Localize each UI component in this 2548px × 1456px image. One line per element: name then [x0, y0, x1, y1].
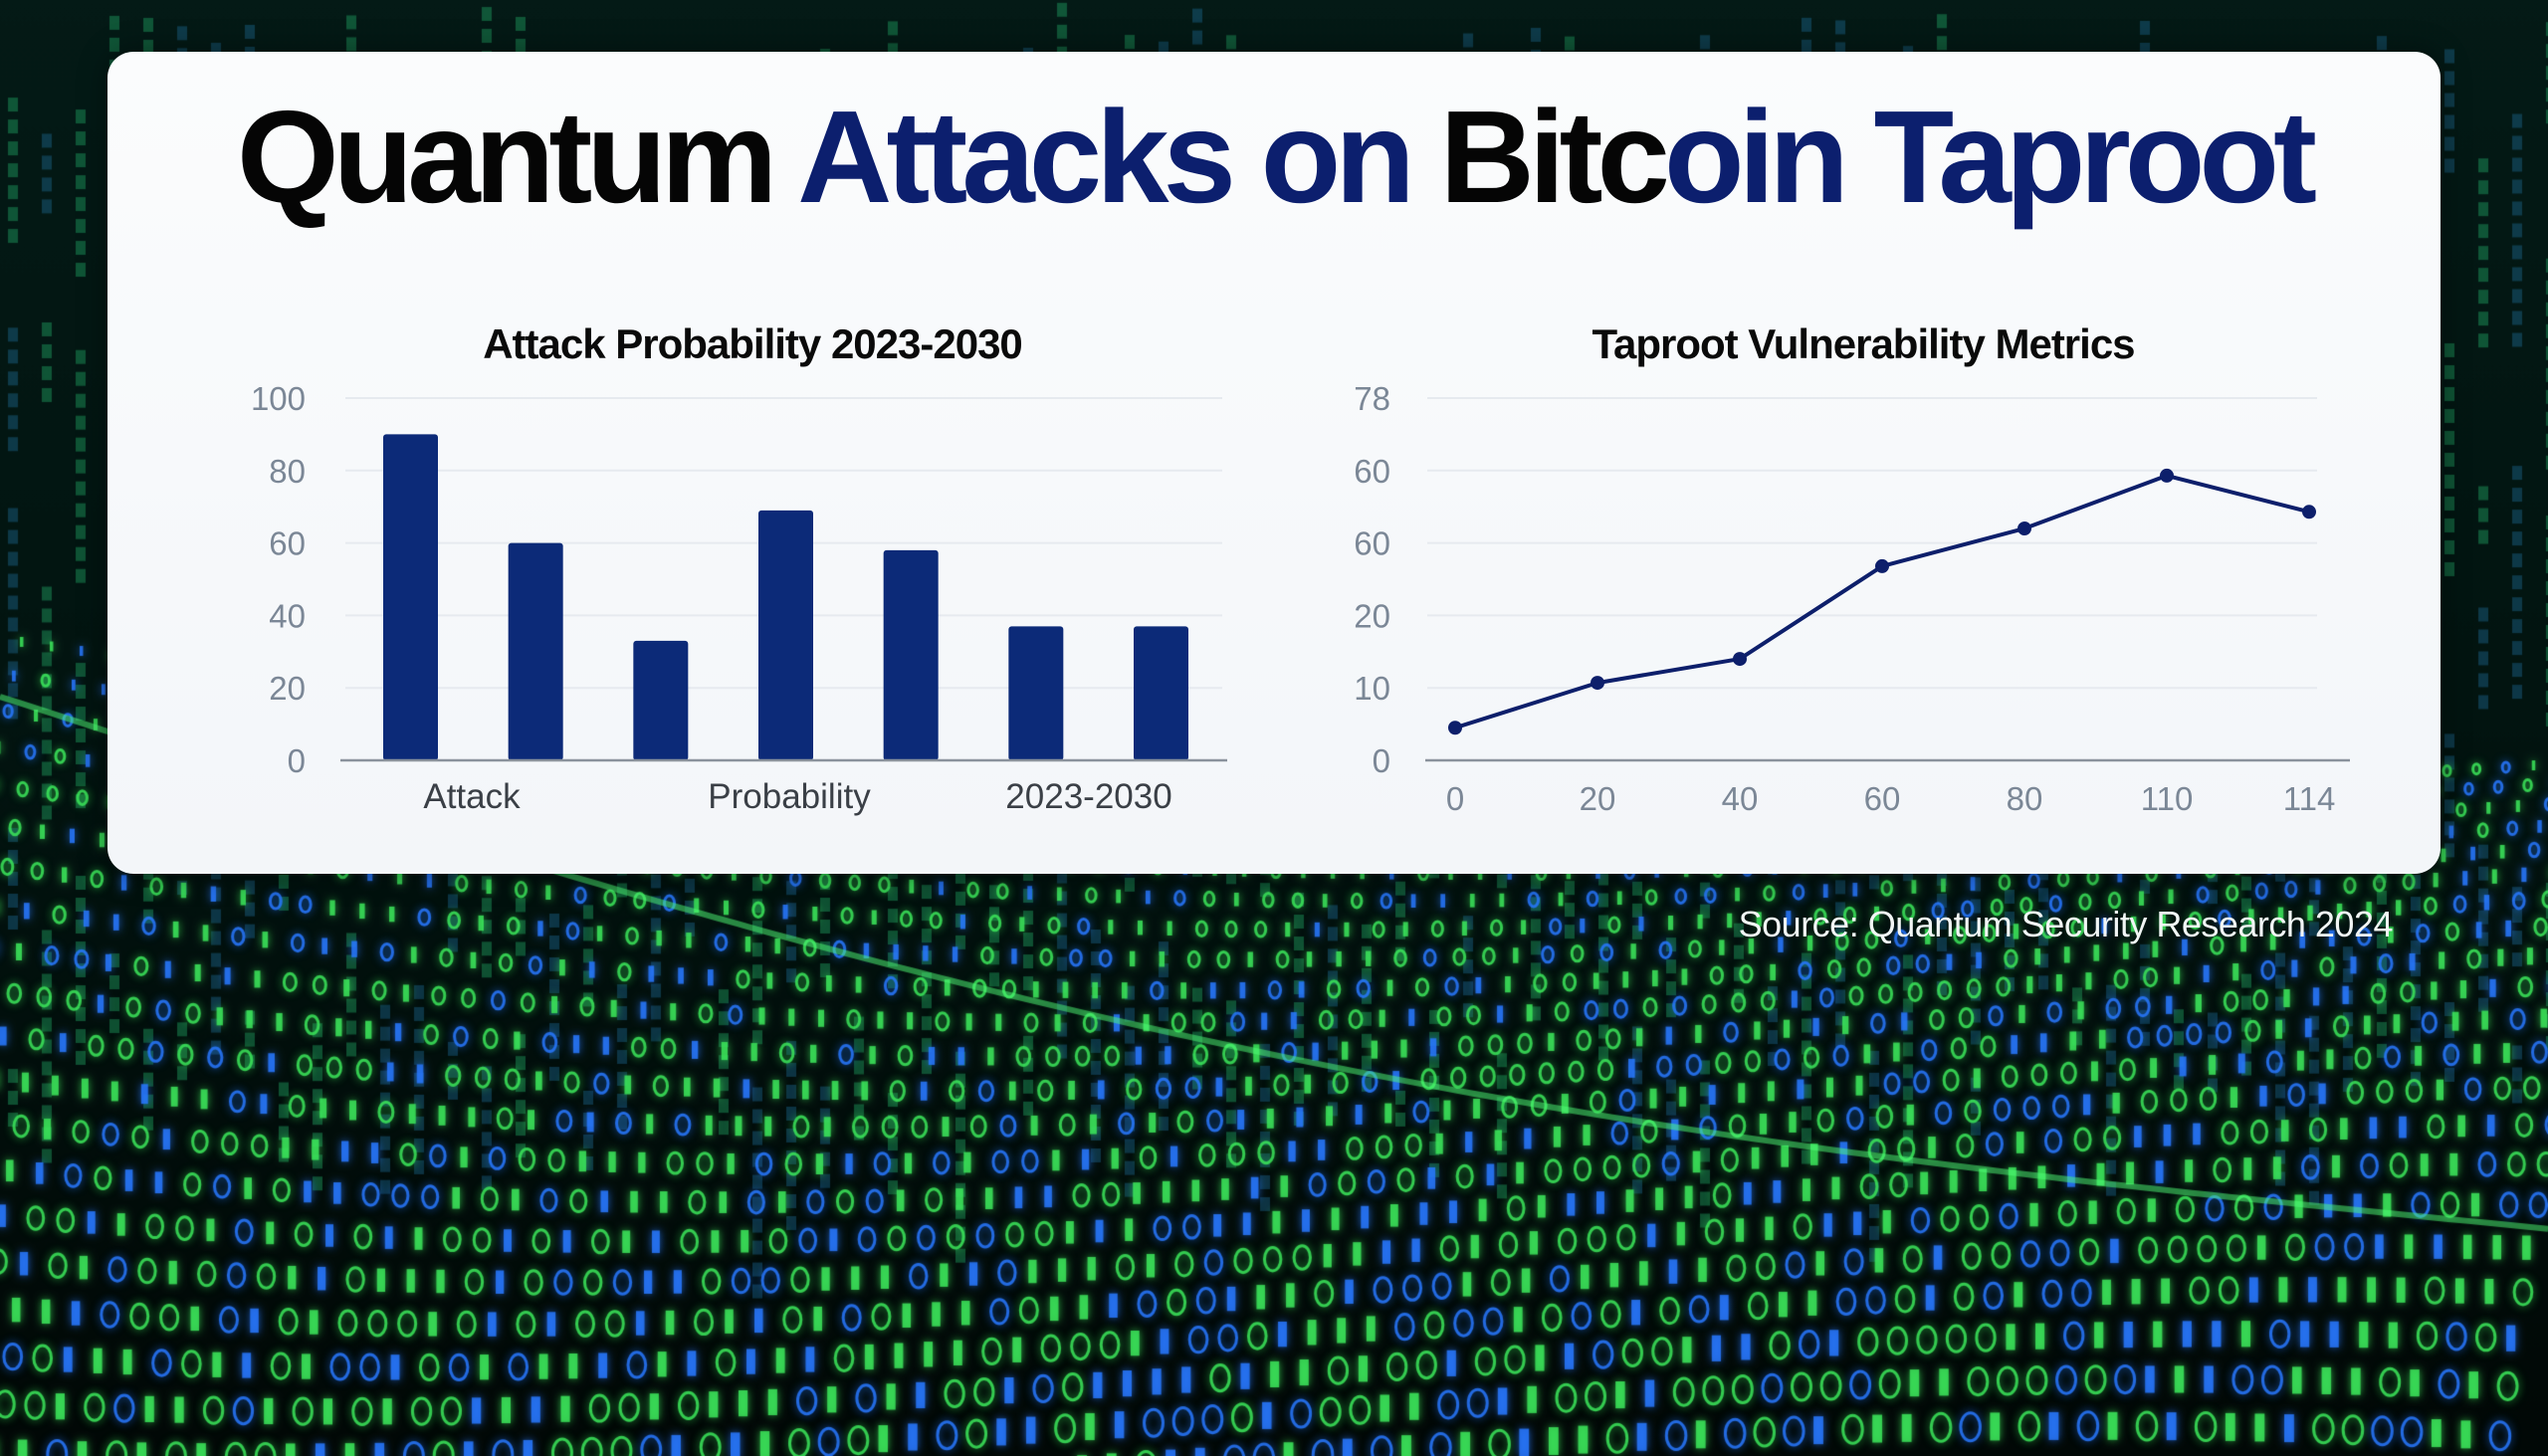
line-x-tick-label: 20	[1580, 780, 1616, 817]
data-point	[1448, 721, 1462, 735]
bar-y-tick-label: 60	[269, 525, 306, 562]
bar-x-category-label: 2023-2030	[1005, 777, 1171, 816]
line-y-tick-label: 60	[1354, 525, 1390, 562]
bar-y-tick-label: 20	[269, 670, 306, 707]
line-x-tick-label: 114	[2283, 780, 2336, 817]
bar	[633, 640, 689, 760]
bar-y-tick-label: 80	[269, 453, 306, 490]
line-chart-title: Taproot Vulnerability Metrics	[1592, 320, 2135, 367]
line-y-tick-label: 20	[1354, 597, 1390, 634]
title-segment: oin Taproot	[1663, 84, 2317, 230]
line-y-tick-label: 0	[1373, 742, 1390, 779]
bar-x-category-label: Probability	[708, 777, 871, 816]
data-line	[1454, 473, 2310, 730]
line-x-tick-label: 0	[1446, 780, 1464, 817]
title-segment: Quantum	[236, 84, 798, 230]
line-x-tick-label: 110	[2141, 780, 2194, 817]
bar	[508, 542, 563, 760]
line-y-tick-label: 60	[1354, 453, 1390, 490]
bar-chart-title: Attack Probability 2023-2030	[483, 320, 1023, 367]
bar-y-tick-label: 40	[269, 597, 306, 634]
bar	[383, 434, 438, 760]
page-title: Quantum Attacks on Bitcoin Taproot	[0, 78, 2548, 237]
data-point	[1591, 676, 1604, 691]
bar	[758, 510, 813, 760]
line-x-tick-label: 60	[1864, 780, 1901, 817]
bar-x-category-label: Attack	[423, 777, 521, 816]
data-point	[2017, 521, 2031, 536]
data-point	[1733, 652, 1747, 667]
data-point	[1875, 558, 1889, 573]
source-caption: Source: Quantum Security Research 2024	[1738, 904, 2394, 944]
bar	[1134, 626, 1188, 760]
line-y-tick-label: 10	[1354, 670, 1390, 707]
chart-card	[107, 52, 2441, 874]
bar	[883, 549, 939, 760]
data-point	[2160, 468, 2174, 483]
data-point	[2302, 505, 2316, 520]
line-x-tick-label: 80	[2007, 780, 2043, 817]
line-x-tick-label: 40	[1722, 780, 1759, 817]
bar-y-tick-label: 100	[251, 380, 306, 417]
bar-y-tick-label: 0	[288, 742, 306, 779]
line-y-tick-label: 78	[1354, 380, 1390, 417]
title-segment: Attacks on	[797, 84, 1440, 230]
bar	[1008, 626, 1064, 760]
title-segment: Bitc	[1439, 84, 1670, 230]
